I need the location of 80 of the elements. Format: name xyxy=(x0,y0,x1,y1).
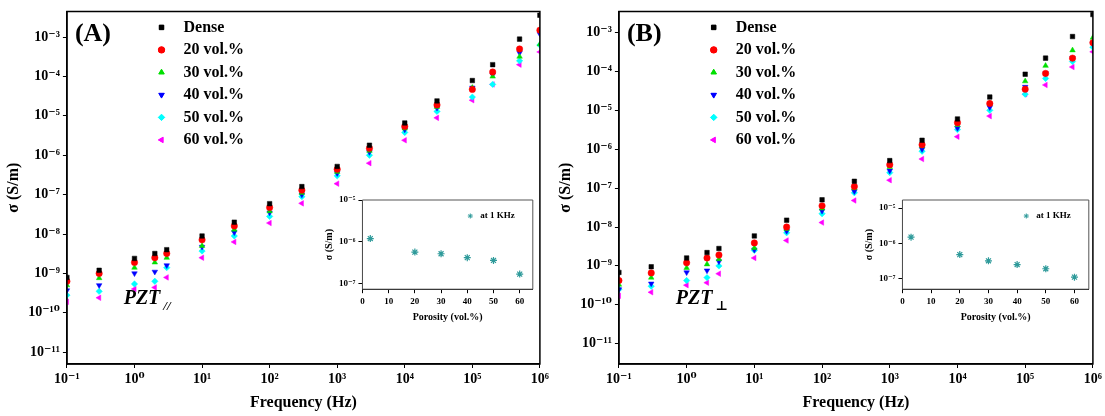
y-tick-label: 10⁻⁶ xyxy=(879,237,896,248)
annotation: PZT⊥ xyxy=(674,286,728,314)
y-axis-title: σ (S/m) xyxy=(322,228,335,261)
legend-label: Dense xyxy=(735,17,777,35)
x-tick-label: 40 xyxy=(1012,295,1023,306)
y-tick-label: 10⁻⁵ xyxy=(34,107,60,123)
y-tick-label: 10⁻¹⁰ xyxy=(28,304,60,320)
y-tick-label: 10⁻⁵ xyxy=(339,194,356,205)
y-tick-label: 10⁻⁸ xyxy=(34,225,60,241)
x-tick-label: 10³ xyxy=(880,371,899,387)
x-axis-title: Porosity (vol.%) xyxy=(412,310,483,323)
x-tick-label: 0 xyxy=(360,295,366,306)
y-tick-label: 10⁻⁸ xyxy=(586,218,612,234)
y-tick-label: 10⁻⁴ xyxy=(34,68,61,84)
x-tick-label: 10⁰ xyxy=(676,371,697,387)
x-tick-label: 10 xyxy=(926,295,937,306)
y-tick-label: 10⁻¹¹ xyxy=(582,335,612,351)
legend-label: Dense xyxy=(183,17,225,35)
y-tick-label: 10⁻⁶ xyxy=(34,146,60,162)
y-axis-title: σ (S/m) xyxy=(862,228,875,261)
legend-label: 50 vol.% xyxy=(183,107,244,125)
x-axis-title: Porosity (vol.%) xyxy=(960,310,1031,323)
x-tick-label: 10⁴ xyxy=(948,371,968,387)
y-tick-label: 10⁻³ xyxy=(34,28,60,44)
legend-label: 60 vol.% xyxy=(735,130,797,148)
y-tick-label: 10⁻³ xyxy=(586,24,612,40)
x-tick-label: 10¹ xyxy=(192,371,212,387)
y-tick-label: 10⁻⁶ xyxy=(586,140,612,156)
x-tick-label: 10² xyxy=(812,371,832,387)
x-tick-label: 40 xyxy=(462,295,473,306)
x-tick-label: 30 xyxy=(436,295,447,306)
x-tick-label: 20 xyxy=(410,295,420,306)
x-tick-label: 60 xyxy=(1069,295,1080,306)
legend-label: 40 vol.% xyxy=(183,85,244,103)
x-tick-label: 10⁴ xyxy=(395,371,415,387)
y-axis-title: σ (S/m) xyxy=(555,162,574,213)
y-tick-label: 10⁻⁷ xyxy=(586,179,612,195)
y-tick-label: 10⁻⁷ xyxy=(879,272,896,283)
x-axis-title: Frequency (Hz) xyxy=(250,392,357,411)
chart-title: (B) xyxy=(626,18,662,48)
y-axis-title: σ (S/m) xyxy=(3,162,22,213)
y-tick-label: 10⁻⁵ xyxy=(586,101,612,117)
y-tick-label: 10⁻¹¹ xyxy=(30,343,60,359)
x-tick-label: 0 xyxy=(900,295,906,306)
x-tick-label: 10⁰ xyxy=(124,371,145,387)
x-tick-label: 50 xyxy=(488,295,499,306)
x-tick-label: 10¹ xyxy=(745,371,764,387)
y-tick-label: 10⁻⁹ xyxy=(34,265,60,280)
legend-label: 50 vol.% xyxy=(735,107,797,125)
x-tick-label: 10⁻¹ xyxy=(54,371,80,387)
y-tick-label: 10⁻¹⁰ xyxy=(580,296,612,312)
legend-label: 20 vol.% xyxy=(735,40,797,58)
x-tick-label: 10 xyxy=(384,295,394,306)
x-tick-label: 10⁶ xyxy=(530,371,549,387)
y-tick-label: 10⁻⁶ xyxy=(339,236,356,247)
x-axis-title: Frequency (Hz) xyxy=(802,392,910,411)
y-tick-label: 10⁻⁷ xyxy=(34,186,60,202)
legend-label: at 1 KHz xyxy=(1036,210,1071,221)
x-tick-label: 10³ xyxy=(328,371,347,387)
annotation: PZT// xyxy=(122,286,172,314)
legend-label: 30 vol.% xyxy=(183,62,244,80)
legend-label: 60 vol.% xyxy=(183,130,244,148)
y-tick-label: 10⁻⁷ xyxy=(339,278,356,289)
x-tick-label: 50 xyxy=(1041,295,1051,306)
x-tick-label: 10⁶ xyxy=(1083,371,1102,387)
legend-label: 20 vol.% xyxy=(183,40,244,58)
y-tick-label: 10⁻⁵ xyxy=(879,202,896,213)
legend-label: 30 vol.% xyxy=(735,62,797,80)
x-tick-label: 30 xyxy=(983,295,994,306)
legend-label: at 1 KHz xyxy=(480,210,515,221)
x-tick-label: 20 xyxy=(955,295,965,306)
x-tick-label: 10⁵ xyxy=(1016,371,1035,387)
x-tick-label: 10² xyxy=(260,371,279,387)
chart-title: (A) xyxy=(74,18,112,48)
x-tick-label: 10⁵ xyxy=(463,371,482,387)
y-tick-label: 10⁻⁴ xyxy=(586,63,613,79)
y-tick-label: 10⁻⁹ xyxy=(586,257,612,273)
legend-label: 40 vol.% xyxy=(735,85,797,103)
x-tick-label: 60 xyxy=(515,295,525,306)
x-tick-label: 10⁻¹ xyxy=(606,371,632,387)
